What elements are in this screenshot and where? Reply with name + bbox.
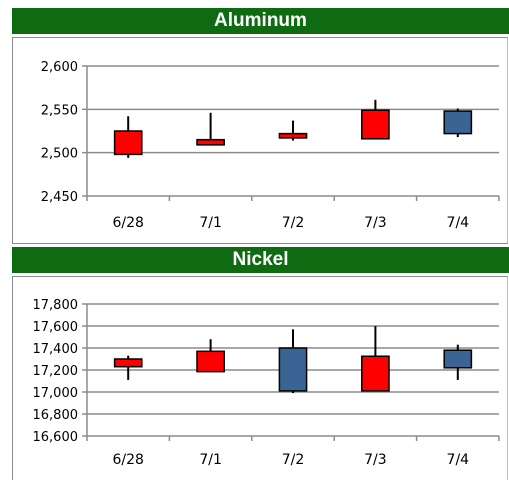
- aluminum-candle-body: [113, 130, 143, 156]
- nickel-y-tick-label: 17,600: [33, 320, 79, 335]
- aluminum-candle-body: [361, 109, 390, 140]
- nickel-y-tick-label: 17,400: [33, 342, 79, 357]
- nickel-candle-body: [443, 349, 473, 369]
- nickel-candle-body: [196, 350, 225, 373]
- nickel-candle: [196, 339, 225, 373]
- nickel-y-tick-label: 16,600: [33, 430, 79, 445]
- aluminum-candle: [196, 112, 225, 146]
- aluminum-candle: [361, 99, 390, 140]
- aluminum-title: Aluminum: [12, 8, 509, 34]
- nickel-candle-body: [361, 355, 390, 392]
- aluminum-chart: 2,450 2,500 2,550 2,600 6/28 7/1 7/2 7/3 7/4: [41, 60, 500, 231]
- aluminum-x-tick-label: 7/2: [282, 215, 305, 231]
- aluminum-x-tick-label: 7/3: [364, 215, 387, 231]
- aluminum-chart-frame: 2,450 2,500 2,550 2,600 6/28 7/1 7/2 7/3 7/4: [12, 37, 508, 244]
- nickel-x-tick-label: 7/3: [364, 452, 387, 468]
- nickel-title: Nickel: [12, 247, 509, 273]
- aluminum-y-tick-label: 2,500: [41, 147, 78, 162]
- nickel-chart: 16,600 16,800 17,000 17,200 17,400 17,600 17,8…: [33, 298, 500, 468]
- nickel-x-tick-label: 7/2: [282, 452, 305, 468]
- nickel-chart-frame: 16,600 16,800 17,000 17,200 17,400 17,600 17,8…: [12, 276, 508, 480]
- nickel-x-tick-label: 7/4: [447, 452, 470, 468]
- aluminum-candle: [278, 120, 308, 141]
- aluminum-x-tick-label: 7/1: [199, 215, 222, 231]
- aluminum-x-tick-label: 6/28: [112, 215, 143, 231]
- nickel-candle: [361, 326, 390, 392]
- nickel-y-tick-label: 17,800: [33, 298, 79, 313]
- aluminum-y-tick-label: 2,550: [41, 103, 78, 118]
- nickel-y-tick-label: 17,000: [33, 386, 79, 401]
- aluminum-x-tick-label: 7/4: [447, 215, 470, 231]
- aluminum-y-tick-label: 2,450: [41, 190, 78, 205]
- nickel-x-tick-label: 6/28: [112, 452, 143, 468]
- nickel-y-tick-label: 17,200: [33, 364, 79, 379]
- nickel-candle-body: [113, 358, 143, 368]
- aluminum-y-tick-label: 2,600: [41, 60, 78, 75]
- aluminum-candle-body: [278, 132, 308, 139]
- aluminum-candle: [113, 116, 143, 158]
- nickel-candle: [113, 355, 143, 380]
- nickel-candle: [278, 329, 308, 394]
- nickel-y-tick-label: 16,800: [33, 408, 79, 423]
- aluminum-candle: [443, 108, 473, 138]
- aluminum-candle-body: [196, 138, 225, 146]
- nickel-candle: [443, 344, 473, 380]
- aluminum-candle-body: [443, 110, 473, 135]
- nickel-x-tick-label: 7/1: [199, 452, 222, 468]
- nickel-candle-body: [278, 347, 308, 392]
